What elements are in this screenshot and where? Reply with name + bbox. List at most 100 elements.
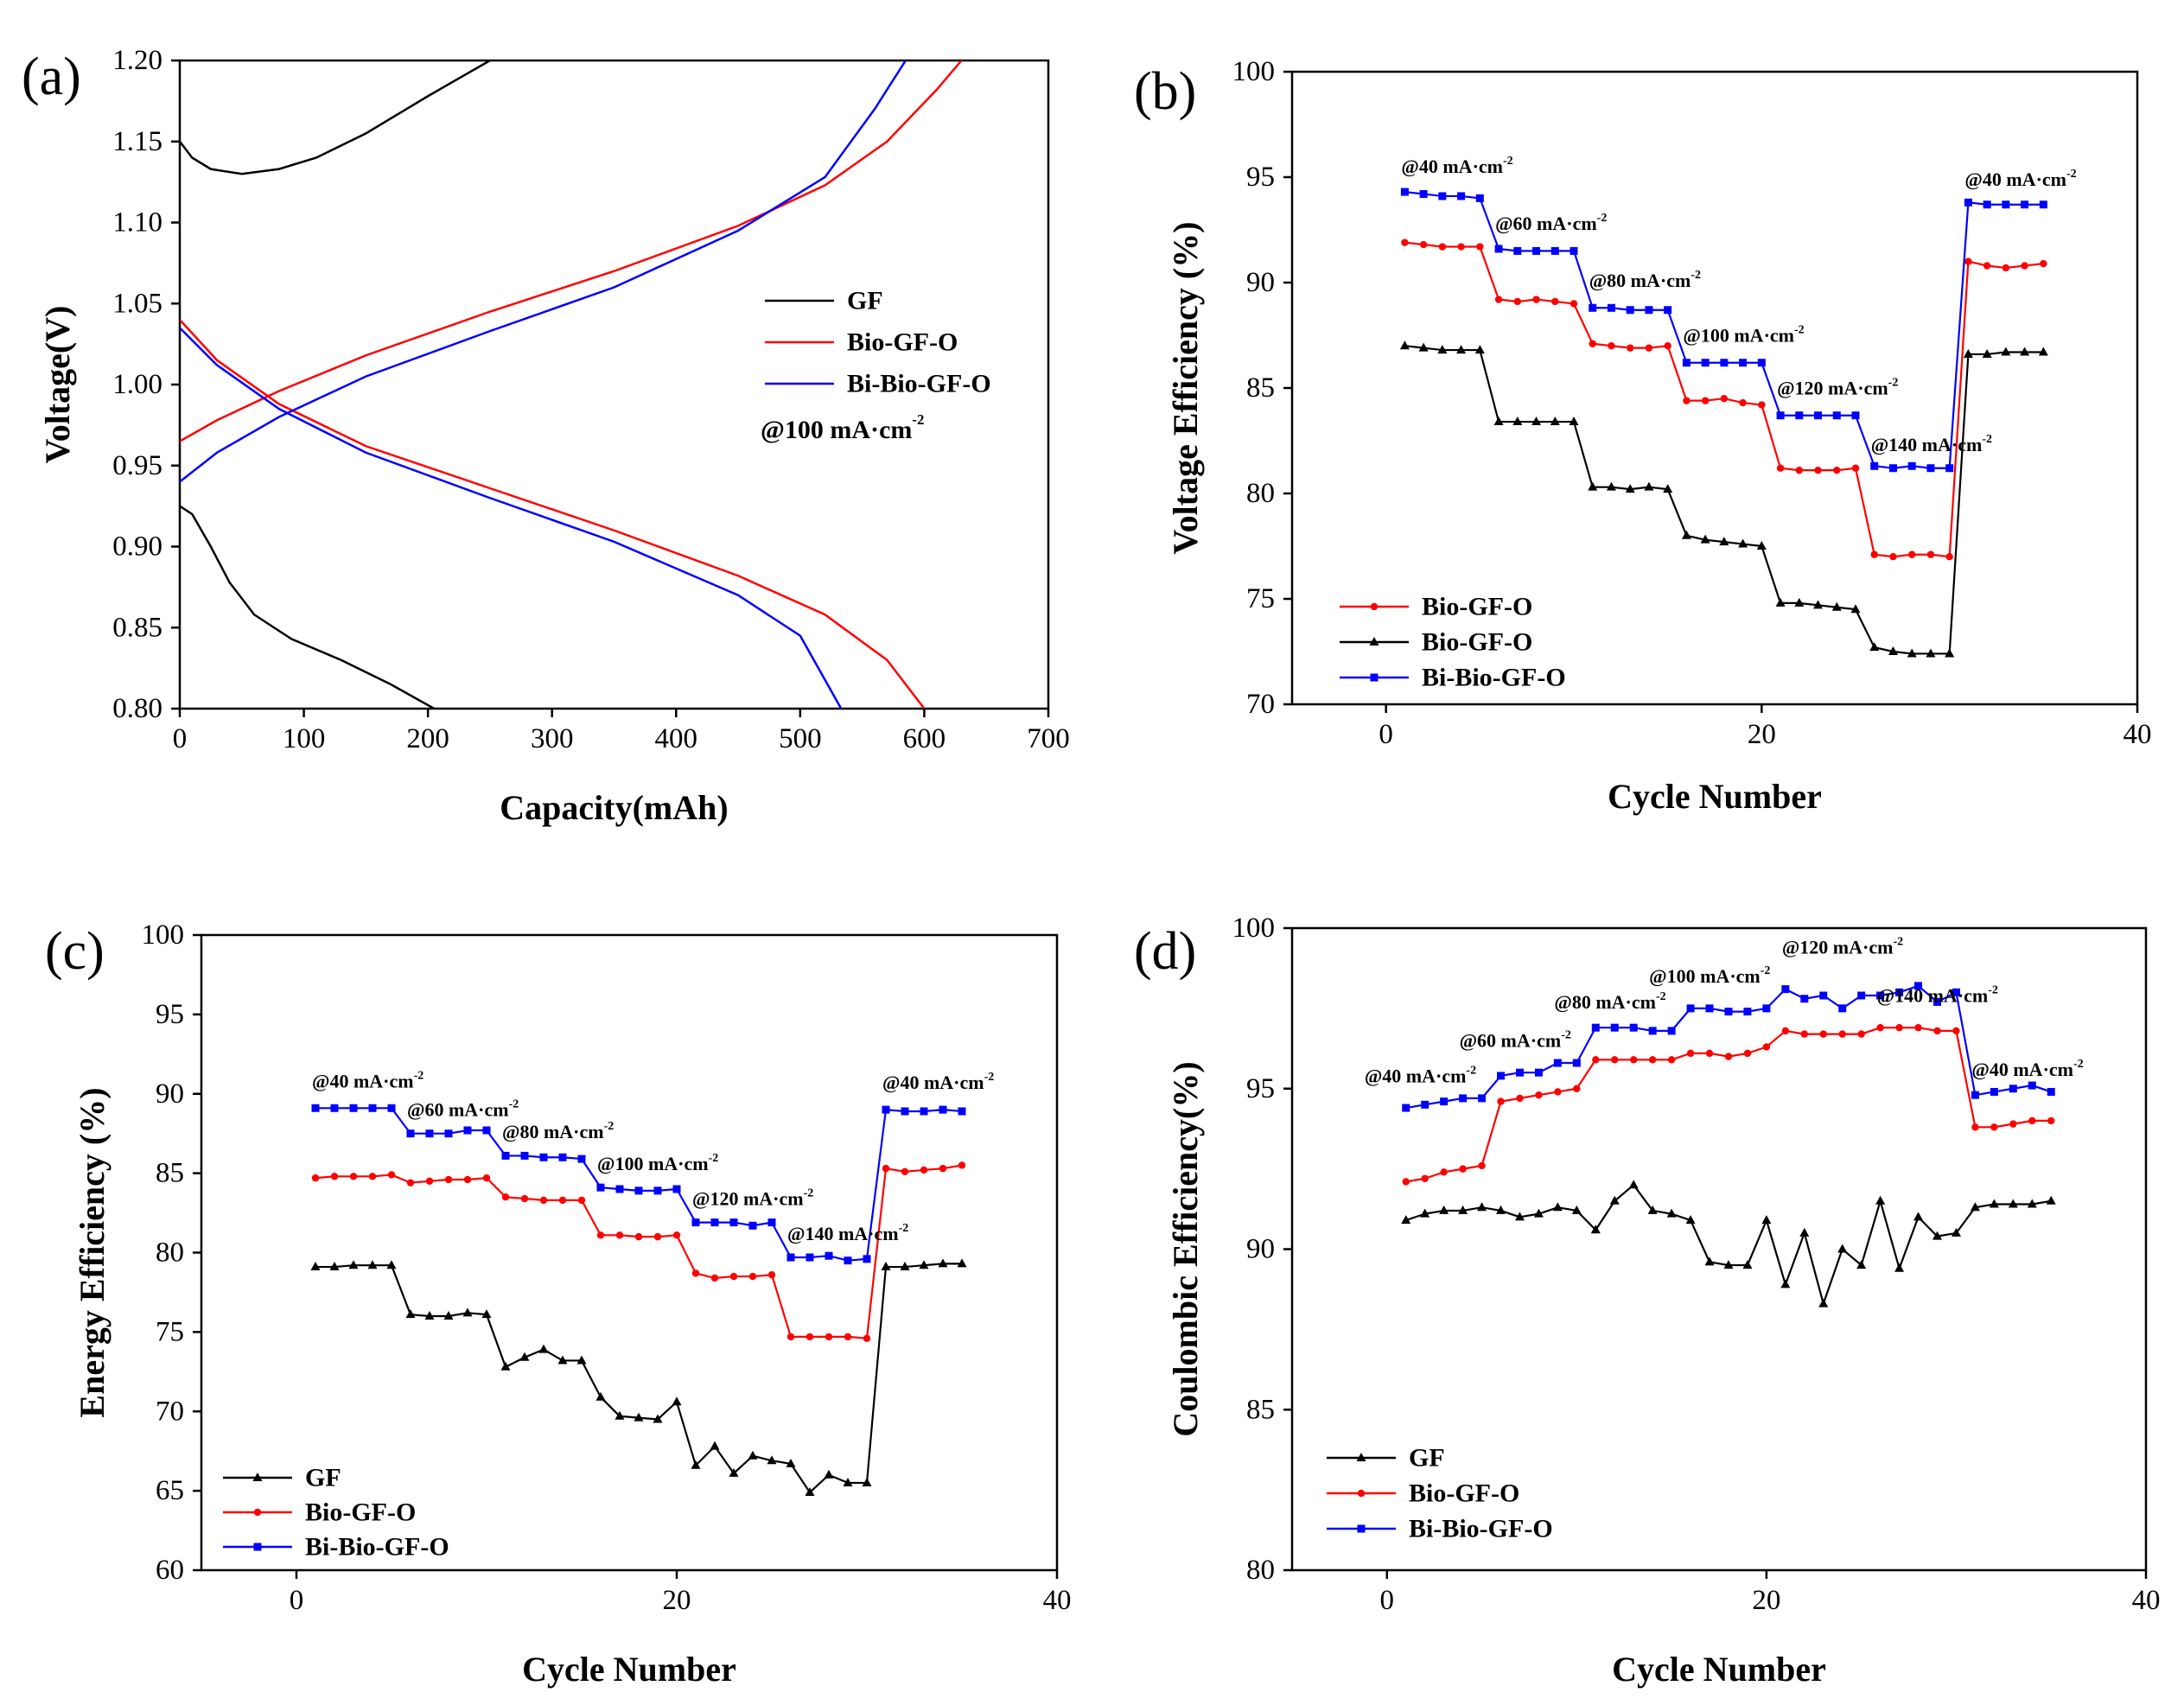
data-point [2047, 1087, 2055, 1096]
current-density-label: @140 mA·cm-2 [787, 1222, 908, 1244]
data-point [1590, 1225, 1601, 1234]
data-point [1571, 1205, 1582, 1214]
data-point [1496, 1205, 1506, 1214]
y-tick-label: 80 [156, 1237, 184, 1269]
data-point [1952, 988, 1960, 996]
legend-label: Bi-Bio-GF-O [847, 370, 991, 398]
series-line-discharge [180, 327, 843, 709]
data-point [1681, 530, 1691, 539]
legend-marker [1369, 637, 1379, 646]
data-point [1990, 1123, 1998, 1131]
data-point [1516, 1094, 1524, 1103]
legend-item: Bio-GF-O [1327, 1479, 1519, 1508]
y-tick-label: 100 [1232, 56, 1276, 87]
data-point [825, 1251, 833, 1260]
data-point [710, 1218, 719, 1227]
legend-item: GF [1327, 1444, 1445, 1473]
data-point [920, 1107, 928, 1116]
data-point [1983, 262, 1991, 270]
data-point [1588, 481, 1598, 491]
data-point [1438, 192, 1447, 200]
data-point [463, 1175, 472, 1184]
y-axis-title: Coulombic Efficiency(%) [1166, 1061, 1205, 1436]
legend-marker [253, 1543, 262, 1551]
data-point [1851, 464, 1860, 472]
data-point [824, 1469, 834, 1479]
data-point [330, 1173, 339, 1180]
legend-label: Bio-GF-O [1422, 593, 1532, 621]
data-point [368, 1173, 377, 1180]
data-point [1401, 1215, 1411, 1225]
data-point [1497, 1072, 1506, 1080]
data-point [1644, 481, 1654, 491]
data-point [1907, 461, 1916, 470]
data-point [425, 1177, 434, 1186]
data-point [1683, 397, 1691, 404]
data-point [2028, 1081, 2036, 1090]
series-line-charge [180, 60, 963, 442]
x-tick-label: 0 [1379, 719, 1393, 750]
series-line [315, 1263, 962, 1494]
data-point [1459, 1094, 1468, 1103]
legend-label: GF [847, 287, 883, 315]
data-point [653, 1232, 662, 1241]
data-point [1926, 648, 1936, 658]
data-point [1776, 411, 1785, 420]
legend-marker [1370, 673, 1379, 682]
data-point [729, 1467, 739, 1477]
data-point [1813, 600, 1824, 609]
legend-marker [252, 1473, 263, 1481]
data-point [634, 1412, 644, 1422]
data-point [1664, 342, 1671, 350]
y-tick-label: 0.85 [112, 612, 162, 643]
data-point [844, 1256, 852, 1265]
data-point [2008, 1199, 2018, 1208]
data-point [1971, 1091, 1979, 1099]
data-point [1945, 464, 1954, 473]
series-bi-bio-gf-o [180, 60, 907, 709]
current-density-label: @60 mA·cm-2 [1460, 1028, 1571, 1051]
plot-area [180, 60, 963, 709]
data-point [1724, 1008, 1733, 1016]
series-line-discharge [180, 505, 435, 709]
data-point [1630, 1056, 1638, 1064]
x-tick-label: 500 [779, 723, 822, 754]
y-tick-label: 95 [1246, 1073, 1275, 1104]
y-tick-label: 95 [156, 999, 184, 1030]
data-point [1573, 1085, 1581, 1092]
data-point [1700, 534, 1710, 544]
data-point [691, 1460, 701, 1469]
data-point [387, 1104, 396, 1112]
data-point [1970, 1202, 1980, 1212]
data-point [919, 1260, 929, 1269]
data-point [844, 1333, 852, 1341]
data-point [577, 1155, 586, 1163]
data-point [1550, 417, 1560, 426]
x-tick-label: 200 [406, 723, 449, 754]
x-tick-label: 0 [173, 723, 188, 754]
data-point [348, 1260, 359, 1269]
legend-label: Bio-GF-O [847, 328, 958, 357]
data-point [1440, 1168, 1448, 1176]
data-point [330, 1104, 339, 1112]
legend-note: @100 mA·cm-2 [761, 411, 924, 444]
data-point [1437, 345, 1448, 354]
data-point [1762, 1004, 1771, 1013]
series-bi-bio-gf-o [311, 1104, 966, 1265]
data-point [1857, 991, 1866, 1000]
data-point [1554, 1088, 1562, 1096]
data-point [1838, 1004, 1847, 1013]
legend-item: GF [223, 1464, 341, 1492]
y-tick-label: 75 [1246, 583, 1275, 614]
legend-item: Bi-Bio-GF-O [1340, 664, 1566, 692]
data-point [558, 1153, 567, 1161]
x-tick-label: 20 [1752, 1585, 1780, 1616]
data-point [1497, 1097, 1505, 1105]
data-point [1572, 1059, 1581, 1067]
data-point [1794, 597, 1805, 607]
panel-label: (b) [1134, 62, 1196, 121]
series-line-charge [180, 60, 907, 483]
data-point [882, 1164, 890, 1173]
data-point [805, 1253, 814, 1262]
y-tick-label: 60 [156, 1555, 184, 1586]
